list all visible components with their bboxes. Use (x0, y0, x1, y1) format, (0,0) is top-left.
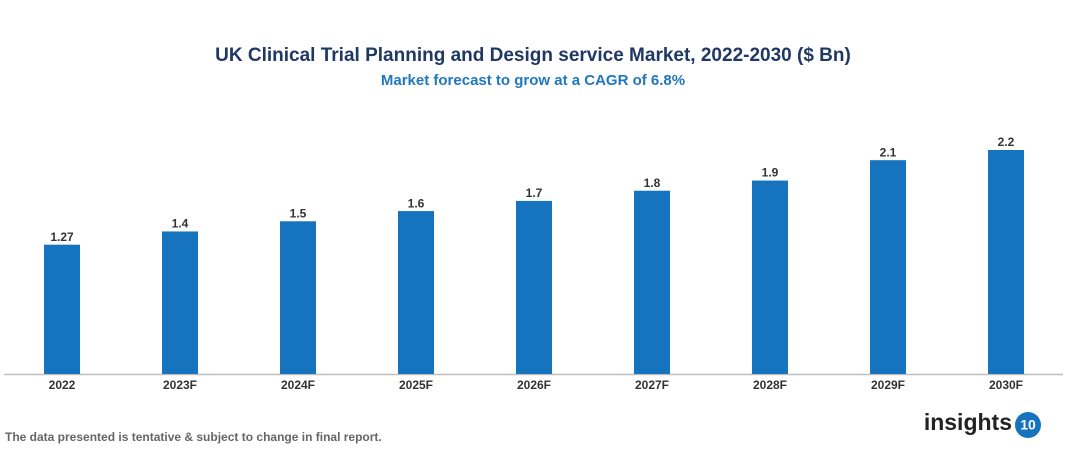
logo-text: insights (924, 409, 1012, 435)
bar (634, 190, 670, 374)
data-label: 2.1 (880, 145, 897, 159)
x-tick-label: 2023F (163, 378, 197, 392)
data-label: 1.5 (290, 206, 307, 220)
data-label: 1.27 (50, 230, 74, 244)
logo-badge (1015, 412, 1041, 438)
x-tick-label: 2030F (989, 378, 1023, 392)
footnote: The data presented is tentative & subjec… (5, 430, 382, 444)
x-tick-label: 2026F (517, 378, 551, 392)
bar (752, 180, 788, 374)
chart-subtitle: Market forecast to grow at a CAGR of 6.8… (381, 72, 685, 89)
x-tick-label: 2024F (281, 378, 315, 392)
x-tick-label: 2025F (399, 378, 433, 392)
bar (988, 150, 1024, 374)
x-tick-label: 2028F (753, 378, 787, 392)
bar (280, 221, 316, 374)
bar (398, 211, 434, 374)
data-label: 1.8 (644, 176, 661, 190)
x-tick-label: 2029F (871, 378, 905, 392)
data-label: 1.6 (408, 196, 425, 210)
bar (516, 200, 552, 374)
bar (44, 244, 80, 374)
bar (162, 231, 198, 374)
chart-title: UK Clinical Trial Planning and Design se… (215, 45, 851, 66)
bar (870, 160, 906, 374)
x-tick-label: 2027F (635, 378, 669, 392)
x-tick-label: 2022 (49, 378, 76, 392)
logo-badge-text: 10 (1020, 417, 1036, 433)
data-label: 1.9 (762, 166, 779, 180)
data-label: 1.7 (526, 186, 543, 200)
data-label: 2.2 (998, 135, 1015, 149)
data-label: 1.4 (172, 217, 189, 231)
